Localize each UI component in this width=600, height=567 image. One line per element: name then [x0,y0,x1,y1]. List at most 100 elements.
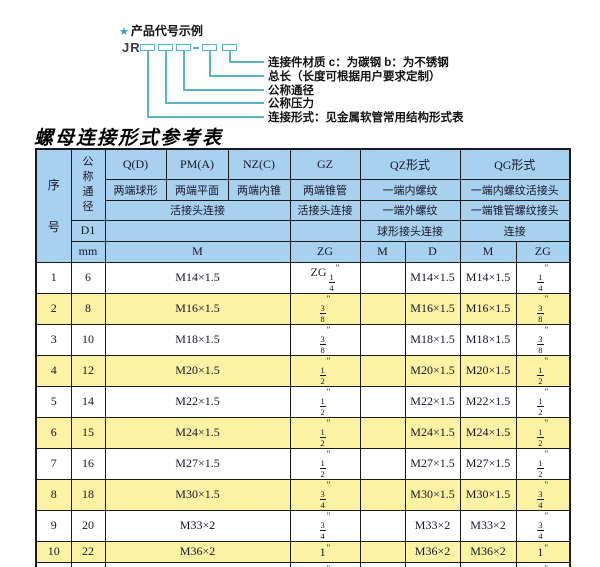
cell-m: M18×1.5 [104,323,291,356]
cell-qg-m: M36×2 [459,540,517,563]
table-title: 螺母连接形式参考表 [34,128,224,149]
table-row: 9 20 M33×2 3 4 " M33×2 M33×2 3 4 " [35,509,571,542]
cell-dn: 12 [70,354,106,387]
cell-qg-zg: 1 2 " [515,447,571,480]
cell-m: M27×1.5 [104,447,291,480]
header-row: mm M ZG M D M ZG [36,240,571,263]
table-row: 2 8 M16×1.5 3 8 " M16×1.5 M16×1.5 3 8 " [35,292,571,325]
cell-qz-m [359,540,406,563]
callout-line-horizontal [165,102,264,104]
header-row: D1 球形接头连接 连接 [36,219,571,242]
header-connection: 连接 [459,219,571,242]
cell-gz: 3 8 " [289,323,361,356]
cell-m: M33×2 [104,509,291,542]
cell-qz-m [359,292,406,325]
cell-qz-d: M39×2 [404,561,461,567]
cell-no: 4 [35,354,72,387]
header-connection: 活接头连接 [289,199,361,221]
cell-qz-m [359,447,406,480]
cell-gz: 3 4 " [289,509,361,542]
cell-gz: 1 2 " [289,416,361,449]
cell-qz-d: M20×1.5 [404,354,461,387]
cell-qz-d: M18×1.5 [404,323,461,356]
header-thread-M: M [104,240,291,263]
cell-qg-zg: 3 8 " [515,323,571,356]
code-dash [193,47,199,49]
header-connection: 一端锥管螺纹接头 [459,199,571,221]
cell-dn: 22 [70,540,106,563]
cell-dn: 8 [70,292,106,325]
header-nominal-diameter: 公称通径 [70,148,106,221]
cell-qg-m: M20×1.5 [459,354,517,387]
header-D1: D1 [70,219,106,242]
cell-qz-d: M33×2 [404,509,461,542]
header-connection: 球形接头连接 [359,219,461,242]
cell-no: 9 [35,509,72,542]
cell-m: M24×1.5 [104,416,291,449]
cell-m: M14×1.5 [104,261,291,294]
cell-qz-d: M16×1.5 [404,292,461,325]
table-row: 1 6 M14×1.5 ZG 1 4 " M14×1.5 M14×1.5 1 4 " [35,261,571,294]
cell-qz-d: M30×1.5 [404,478,461,511]
cell-dn: 18 [70,478,106,511]
cell-qz-m [359,561,406,567]
header-end-type: 两端平面 [165,178,229,201]
header-QG: QG形式 [459,148,571,180]
cell-no: 2 [35,292,72,325]
cell-qz-m [359,478,406,511]
diagram-title: ★ 产品代号示例 [119,22,203,39]
code-box [176,44,191,51]
header-NZC: NZ(C) [227,148,291,180]
table-row: 4 12 M20×1.5 1 2 " M20×1.5 M20×1.5 1 2 " [35,354,571,387]
header-PMA: PM(A) [165,148,229,180]
cell-gz: 1" [289,561,361,567]
header-end-type: 两端内锥 [227,178,291,201]
header-GZ: GZ [289,148,361,180]
cell-dn: 16 [70,447,106,480]
cell-qg-m: M16×1.5 [459,292,517,325]
cell-no: 3 [35,323,72,356]
callout-line-vertical [147,51,149,117]
cell-gz: 1 2 " [289,354,361,387]
callout-line-vertical [209,51,211,76]
table-row: 7 16 M27×1.5 1 2 " M27×1.5 M27×1.5 1 2 " [35,447,571,480]
cell-qg-m: M22×1.5 [459,385,517,418]
cell-qz-m [359,416,406,449]
cell-gz: 1 2 " [289,385,361,418]
cell-qg-zg: 1 2 " [515,416,571,449]
nut-connection-table: 序号公称通径 Q(D) PM(A) NZ(C) GZ QZ形式 QG形式 两端球形 两端平面 两端… [35,148,571,567]
cell-m: M22×1.5 [104,385,291,418]
cell-m: M30×1.5 [104,478,291,511]
star-icon: ★ [119,26,129,38]
cell-gz: 1" [289,540,361,563]
cell-qg-zg: 3 4 " [515,509,571,542]
cell-qz-m [359,385,406,418]
header-thread-ZG: ZG [289,240,361,263]
cell-dn: 20 [70,509,106,542]
header-row: 序号公称通径 Q(D) PM(A) NZ(C) GZ QZ形式 QG形式 [35,148,571,263]
code-box [202,44,217,51]
cell-qz-m [359,261,406,294]
diagram-title-text: 产品代号示例 [130,24,203,38]
cell-dn: 10 [70,323,106,356]
header-seq: 序号 [35,148,72,263]
header-connection: 一端外螺纹 [359,199,461,221]
cell-no: 5 [35,385,72,418]
cell-qg-zg: 3 8 " [515,292,571,325]
callout-line-horizontal [229,61,264,63]
cell-qg-m: M18×1.5 [459,323,517,356]
header-end-type: 一端内螺纹 [359,178,461,201]
header-thread-D: D [404,240,461,263]
header-empty [289,219,361,242]
callout-label: 连接件材质 c：为碳钢 b：为不锈钢 [268,57,449,69]
header-thread-ZG: ZG [515,240,571,263]
callout-line-vertical [165,51,167,103]
table-row: 10 22 M36×2 1" M36×2 M36×2 1" [35,540,571,563]
cell-qg-zg: 1" [515,540,571,563]
cell-m: M16×1.5 [104,292,291,325]
header-QD: Q(D) [104,148,167,180]
callout-label: 总长（长度可根据用户要求定制） [268,71,441,83]
cell-qg-zg: 3 4 " [515,478,571,511]
callout-line-horizontal [183,89,264,91]
